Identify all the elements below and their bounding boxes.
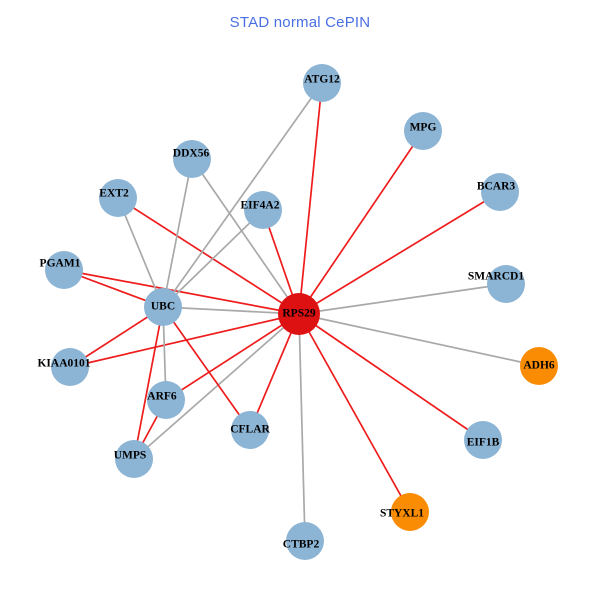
node-atg12[interactable]: ATG12 bbox=[303, 64, 341, 102]
edge-ubc-atg12 bbox=[162, 82, 323, 308]
edge-rps29-bcar3 bbox=[298, 191, 501, 315]
node-circle-smarcd1[interactable] bbox=[487, 265, 525, 303]
node-label-kiaa0101: KIAA0101 bbox=[37, 358, 90, 370]
node-ctbp2[interactable]: CTBP2 bbox=[283, 522, 324, 560]
node-bcar3[interactable]: BCAR3 bbox=[477, 173, 519, 211]
node-cflar[interactable]: CFLAR bbox=[230, 411, 270, 449]
node-styxl1[interactable]: STYXL1 bbox=[380, 493, 429, 531]
node-circle-cflar[interactable] bbox=[231, 411, 269, 449]
node-label-smarcd1: SMARCD1 bbox=[468, 271, 524, 283]
node-label-eif4a2: EIF4A2 bbox=[241, 200, 280, 212]
node-label-bcar3: BCAR3 bbox=[477, 181, 516, 193]
node-rps29[interactable]: RPS29 bbox=[278, 293, 320, 335]
edge-ubc-ext2 bbox=[117, 197, 164, 308]
node-label-pgam1: PGAM1 bbox=[40, 258, 81, 270]
edge-rps29-kiaa0101 bbox=[69, 313, 300, 368]
node-arf6[interactable]: ARF6 bbox=[147, 381, 185, 419]
node-circle-kiaa0101[interactable] bbox=[51, 348, 89, 386]
node-label-atg12: ATG12 bbox=[304, 74, 340, 86]
edge-rps29-eif1b bbox=[298, 313, 484, 441]
node-label-styxl1: STYXL1 bbox=[380, 508, 424, 520]
node-circle-mpg[interactable] bbox=[404, 112, 442, 150]
node-circle-ddx56[interactable] bbox=[173, 140, 211, 178]
node-smarcd1[interactable]: SMARCD1 bbox=[468, 265, 525, 303]
node-circle-eif1b[interactable] bbox=[464, 421, 502, 459]
node-label-ubc: UBC bbox=[151, 301, 175, 313]
edge-rps29-umps bbox=[133, 313, 300, 460]
node-ddx56[interactable]: DDX56 bbox=[173, 140, 211, 178]
node-circle-eif4a2[interactable] bbox=[244, 191, 282, 229]
node-circle-umps[interactable] bbox=[115, 440, 153, 478]
node-label-ctbp2: CTBP2 bbox=[283, 539, 320, 551]
node-ext2[interactable]: EXT2 bbox=[99, 179, 137, 217]
edge-ubc-umps bbox=[133, 306, 164, 460]
node-circle-adh6[interactable] bbox=[520, 347, 558, 385]
page-title: STAD normal CePIN bbox=[229, 14, 371, 31]
node-label-eif1b: EIF1B bbox=[467, 437, 500, 449]
edge-ubc-eif4a2 bbox=[162, 209, 264, 308]
edge-rps29-adh6 bbox=[298, 313, 540, 367]
node-label-ddx56: DDX56 bbox=[173, 148, 210, 160]
node-circle-ctbp2[interactable] bbox=[286, 522, 324, 560]
node-circle-rps29[interactable] bbox=[278, 293, 320, 335]
edge-rps29-ubc bbox=[162, 306, 300, 315]
node-kiaa0101[interactable]: KIAA0101 bbox=[37, 348, 91, 386]
node-label-cflar: CFLAR bbox=[230, 424, 270, 436]
node-label-ext2: EXT2 bbox=[99, 188, 129, 200]
node-label-umps: UMPS bbox=[114, 450, 147, 462]
node-eif1b[interactable]: EIF1B bbox=[464, 421, 502, 459]
edge-rps29-styxl1 bbox=[298, 313, 411, 513]
node-pgam1[interactable]: PGAM1 bbox=[40, 251, 83, 289]
edge-rps29-smarcd1 bbox=[298, 283, 507, 315]
node-circle-pgam1[interactable] bbox=[45, 251, 83, 289]
edge-ubc-cflar bbox=[162, 306, 251, 431]
edge-rps29-atg12 bbox=[298, 82, 323, 315]
node-circle-arf6[interactable] bbox=[147, 381, 185, 419]
node-circle-ext2[interactable] bbox=[99, 179, 137, 217]
node-layer: RPS29 UBC ATG12 MPG BCAR3 SMARCD1 ADH6 EIF1B STY… bbox=[37, 64, 558, 560]
node-label-mpg: MPG bbox=[410, 122, 437, 134]
node-circle-ubc[interactable] bbox=[144, 288, 182, 326]
node-label-adh6: ADH6 bbox=[523, 360, 555, 372]
node-circle-styxl1[interactable] bbox=[391, 493, 429, 531]
edge-rps29-ctbp2 bbox=[298, 313, 306, 542]
edge-rps29-mpg bbox=[298, 130, 424, 315]
node-umps[interactable]: UMPS bbox=[114, 440, 153, 478]
node-ubc[interactable]: UBC bbox=[144, 288, 182, 326]
edge-rps29-pgam1 bbox=[63, 269, 300, 315]
node-circle-bcar3[interactable] bbox=[481, 173, 519, 211]
node-circle-atg12[interactable] bbox=[303, 64, 341, 102]
node-label-arf6: ARF6 bbox=[147, 391, 177, 403]
edge-rps29-ddx56 bbox=[191, 158, 300, 315]
node-mpg[interactable]: MPG bbox=[404, 112, 442, 150]
node-adh6[interactable]: ADH6 bbox=[520, 347, 558, 385]
edge-rps29-arf6 bbox=[165, 313, 300, 401]
node-eif4a2[interactable]: EIF4A2 bbox=[241, 191, 282, 229]
node-label-rps29: RPS29 bbox=[282, 308, 315, 320]
edge-ubc-ddx56 bbox=[162, 158, 193, 308]
edge-rps29-ext2 bbox=[117, 197, 300, 315]
